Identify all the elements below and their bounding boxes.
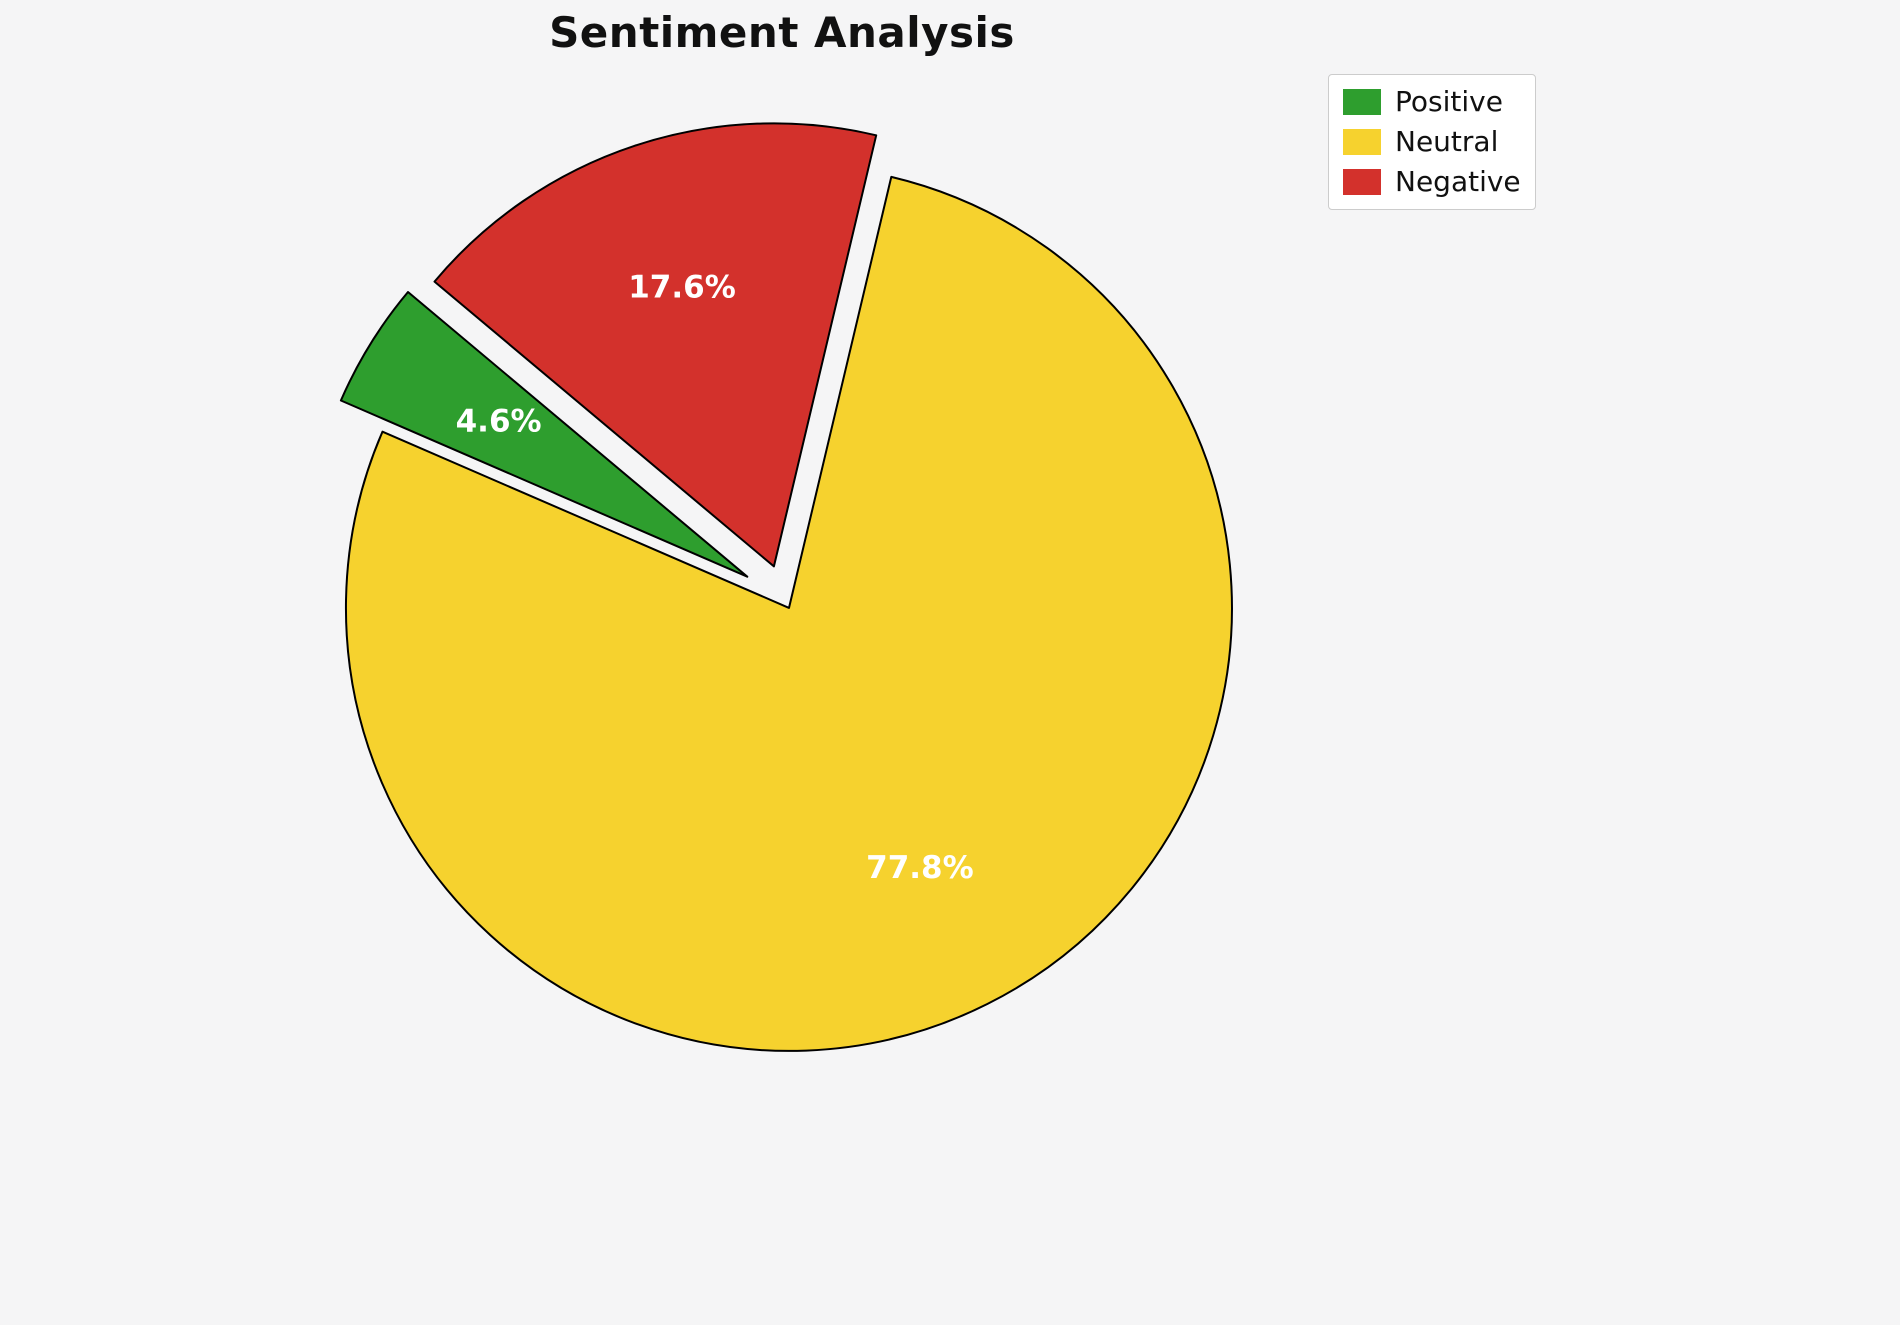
legend-item-positive: Positive: [1343, 85, 1521, 118]
pie-percent-label-positive: 4.6%: [456, 404, 542, 440]
chart-title: Sentiment Analysis: [549, 8, 1015, 57]
pie-percent-label-negative: 17.6%: [628, 269, 736, 305]
legend-item-neutral: Neutral: [1343, 124, 1521, 158]
legend-label-negative: Negative: [1395, 164, 1521, 198]
legend-label-positive: Positive: [1395, 85, 1503, 118]
legend-swatch-neutral: [1343, 129, 1381, 156]
legend-swatch-negative: [1343, 168, 1381, 195]
pie-slice-neutral: [344, 175, 1233, 1052]
pie-percent-label-neutral: 77.8%: [866, 850, 974, 886]
legend-swatch-positive: [1343, 89, 1381, 116]
pie-slice-negative: [433, 122, 878, 568]
legend-label-neutral: Neutral: [1395, 124, 1499, 158]
legend: Positive Neutral Negative: [1328, 74, 1536, 211]
pie-slice-positive: [339, 291, 749, 578]
legend-item-negative: Negative: [1343, 164, 1521, 198]
